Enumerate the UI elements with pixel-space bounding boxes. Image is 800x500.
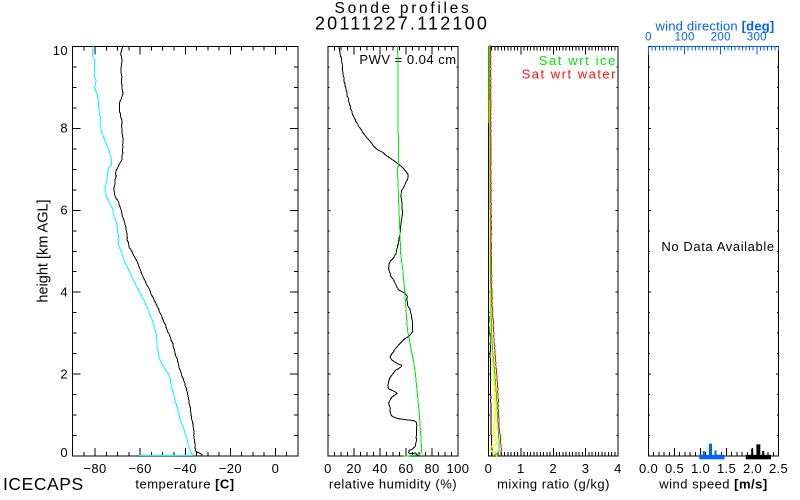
svg-text:No Data Available: No Data Available [661,239,774,254]
svg-text:300: 300 [747,32,767,44]
svg-text:height [km AGL]: height [km AGL] [36,199,52,302]
svg-text:0.0: 0.0 [639,461,658,476]
svg-text:40: 40 [372,461,387,476]
svg-text:wind direction [deg]: wind direction [deg] [655,19,775,34]
svg-text:100: 100 [675,32,695,44]
svg-text:60: 60 [398,461,413,476]
svg-text:6: 6 [60,203,68,218]
svg-text:−20: −20 [219,461,242,476]
svg-text:0: 0 [485,461,493,476]
svg-text:20111227.112100: 20111227.112100 [315,14,489,34]
svg-text:4: 4 [614,461,622,476]
svg-text:0: 0 [645,32,652,44]
svg-text:4: 4 [60,285,68,300]
svg-text:−60: −60 [129,461,152,476]
svg-text:0: 0 [324,461,332,476]
svg-text:Sat wrt ice: Sat wrt ice [539,53,617,68]
svg-text:20: 20 [346,461,361,476]
svg-text:temperature [C]: temperature [C] [135,477,234,492]
svg-text:2: 2 [549,461,557,476]
svg-text:0: 0 [60,445,68,460]
svg-text:Sat wrt water: Sat wrt water [522,67,617,82]
svg-text:2.0: 2.0 [743,461,762,476]
svg-text:10: 10 [53,43,68,58]
svg-text:wind speed [m/s]: wind speed [m/s] [658,477,767,492]
svg-text:−80: −80 [83,461,106,476]
svg-text:0: 0 [272,461,280,476]
svg-text:200: 200 [711,32,731,44]
svg-text:relative humidity (%): relative humidity (%) [329,477,457,492]
svg-text:1.0: 1.0 [691,461,710,476]
svg-text:1.5: 1.5 [717,461,736,476]
svg-text:ICECAPS: ICECAPS [3,474,84,494]
svg-text:PWV = 0.04 cm: PWV = 0.04 cm [359,52,456,67]
svg-text:100: 100 [447,461,470,476]
svg-text:3: 3 [582,461,590,476]
svg-text:0.5: 0.5 [665,461,684,476]
svg-text:2: 2 [60,367,68,382]
svg-text:−40: −40 [174,461,197,476]
svg-text:1: 1 [517,461,525,476]
svg-text:2.5: 2.5 [769,461,788,476]
svg-text:Sonde profiles: Sonde profiles [335,0,472,17]
svg-text:80: 80 [424,461,439,476]
svg-text:8: 8 [60,121,68,136]
svg-text:mixing ratio (g/kg): mixing ratio (g/kg) [497,477,610,492]
